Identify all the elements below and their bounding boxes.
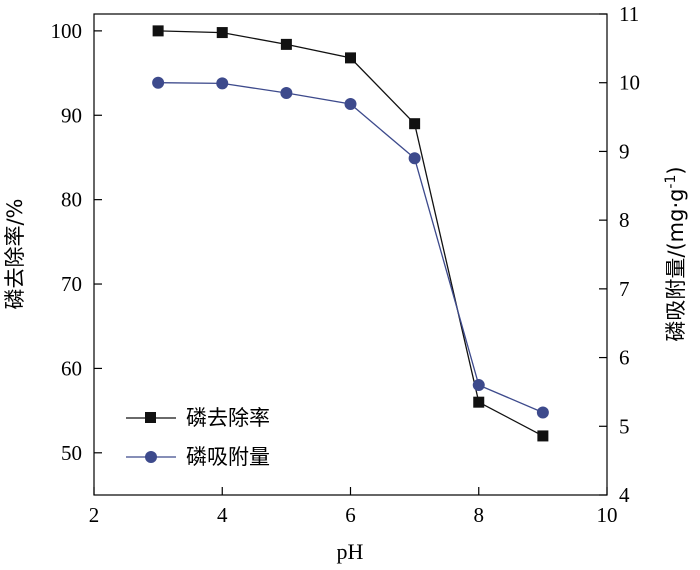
- left-y-tick-label: 50: [61, 441, 82, 465]
- data-point-circle: [216, 77, 229, 90]
- right-axis-title-main: 磷吸附量/(mg·g: [664, 189, 688, 342]
- data-point-square: [152, 25, 164, 37]
- data-point-circle: [536, 406, 549, 419]
- data-point-circle: [408, 152, 421, 165]
- left-y-tick-label: 60: [61, 356, 82, 380]
- x-tick-label: 2: [89, 503, 100, 527]
- data-point-square: [473, 396, 485, 408]
- right-y-tick-label: 10: [619, 71, 640, 95]
- x-tick-label: 6: [345, 503, 356, 527]
- right-y-tick-label: 7: [619, 277, 630, 301]
- series-layer: [152, 25, 549, 442]
- legend-marker-circle: [145, 451, 157, 463]
- ticks-layer: 2 4 6 8 10 50 60 70 80 90 100 4 5 6 7 8 9 10 11: [51, 2, 641, 527]
- data-point-square: [537, 430, 549, 442]
- data-point-circle: [472, 379, 485, 392]
- data-point-square: [280, 38, 292, 50]
- legend-label-adsorption: 磷吸附量: [186, 445, 270, 469]
- left-y-tick-label: 70: [61, 272, 82, 296]
- legend-label-removal: 磷去除率: [186, 406, 270, 430]
- data-point-circle: [152, 76, 165, 89]
- right-y-tick-label: 11: [619, 2, 639, 26]
- legend-marker-square: [145, 412, 156, 423]
- left-axis-title: 磷去除率/%: [3, 198, 27, 309]
- x-tick-label: 8: [474, 503, 485, 527]
- data-point-square: [409, 118, 421, 130]
- right-axis-title-close: ): [664, 166, 688, 174]
- data-point-square: [216, 27, 228, 39]
- right-y-tick-label: 9: [619, 139, 630, 163]
- x-tick-label: 10: [597, 503, 618, 527]
- x-tick-label: 4: [217, 503, 228, 527]
- legend: 磷去除率 磷吸附量: [126, 406, 270, 469]
- x-axis-title: pH: [337, 539, 364, 564]
- data-point-circle: [344, 98, 357, 111]
- data-point-circle: [280, 87, 293, 100]
- data-point-square: [345, 52, 356, 64]
- right-axis-title: 磷吸附量/(mg·g-1): [663, 166, 688, 341]
- left-y-tick-label: 100: [51, 19, 83, 43]
- right-y-tick-label: 4: [619, 483, 630, 507]
- left-y-tick-label: 90: [61, 103, 82, 127]
- plot-frame: [93, 13, 608, 496]
- series-line-1: [158, 82, 544, 414]
- right-y-tick-label: 8: [619, 208, 630, 232]
- left-y-tick-label: 80: [61, 188, 82, 212]
- right-axis-title-superscript: -1: [663, 175, 679, 189]
- right-y-tick-label: 5: [619, 414, 630, 438]
- series-line-0: [158, 30, 544, 437]
- right-y-tick-label: 6: [619, 346, 630, 370]
